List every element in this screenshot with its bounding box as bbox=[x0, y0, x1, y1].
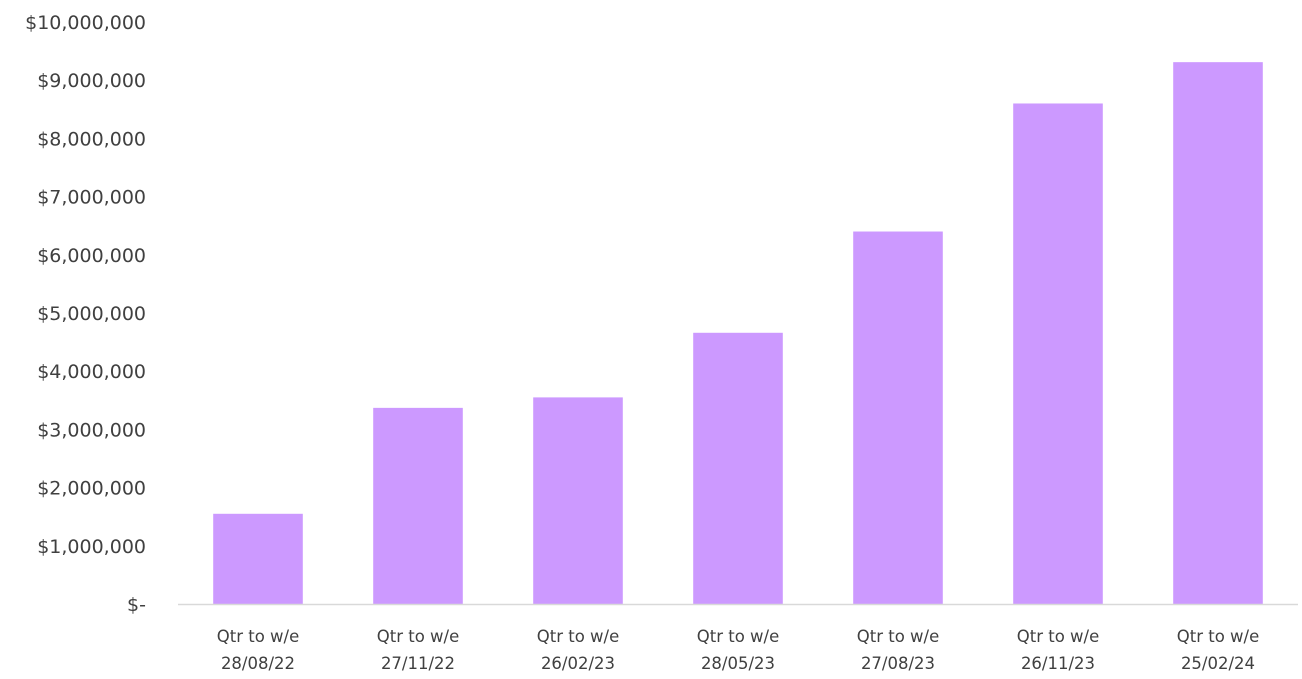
y-axis-labels: $- $1,000,000 $2,000,000 $3,000,000 $4,000,0… bbox=[25, 12, 146, 616]
x-tick-label-line: Qtr to w/e bbox=[377, 627, 460, 646]
x-tick-label-line: Qtr to w/e bbox=[217, 627, 300, 646]
y-tick-label: $5,000,000 bbox=[37, 303, 146, 325]
y-tick-label: $10,000,000 bbox=[25, 12, 146, 34]
x-tick-label: Qtr to w/e 27/11/22 bbox=[377, 627, 460, 673]
bar bbox=[1013, 103, 1103, 604]
x-tick-label-line: 26/02/23 bbox=[541, 654, 615, 673]
x-tick-label: Qtr to w/e 26/02/23 bbox=[537, 627, 620, 673]
x-tick-label-line: 28/08/22 bbox=[221, 654, 295, 673]
bar bbox=[533, 397, 623, 604]
x-tick-label-line: Qtr to w/e bbox=[1017, 627, 1100, 646]
y-tick-label: $6,000,000 bbox=[37, 245, 146, 267]
x-tick-label-line: 25/02/24 bbox=[1181, 654, 1255, 673]
y-tick-label: $9,000,000 bbox=[37, 70, 146, 92]
bar bbox=[693, 332, 783, 604]
bar bbox=[1173, 62, 1263, 604]
x-tick-label: Qtr to w/e 28/08/22 bbox=[217, 627, 300, 673]
x-tick-label-line: 26/11/23 bbox=[1021, 654, 1095, 673]
y-tick-label: $7,000,000 bbox=[37, 187, 146, 209]
x-tick-label: Qtr to w/e 27/08/23 bbox=[857, 627, 940, 673]
x-tick-label: Qtr to w/e 25/02/24 bbox=[1177, 627, 1260, 673]
x-tick-label: Qtr to w/e 26/11/23 bbox=[1017, 627, 1100, 673]
x-tick-label-line: Qtr to w/e bbox=[697, 627, 780, 646]
bar bbox=[213, 513, 303, 604]
x-tick-label-line: 27/08/23 bbox=[861, 654, 935, 673]
x-tick-label-line: Qtr to w/e bbox=[857, 627, 940, 646]
y-tick-label: $8,000,000 bbox=[37, 128, 146, 150]
bars bbox=[213, 62, 1263, 604]
bar bbox=[853, 231, 943, 604]
bar bbox=[373, 407, 463, 604]
y-tick-label: $- bbox=[127, 594, 146, 616]
y-tick-label: $3,000,000 bbox=[37, 419, 146, 441]
x-tick-label-line: Qtr to w/e bbox=[537, 627, 620, 646]
x-tick-label-line: Qtr to w/e bbox=[1177, 627, 1260, 646]
x-tick-label: Qtr to w/e 28/05/23 bbox=[697, 627, 780, 673]
y-tick-label: $1,000,000 bbox=[37, 536, 146, 558]
x-tick-label-line: 28/05/23 bbox=[701, 654, 775, 673]
y-tick-label: $4,000,000 bbox=[37, 361, 146, 383]
y-tick-label: $2,000,000 bbox=[37, 478, 146, 500]
x-tick-label-line: 27/11/22 bbox=[381, 654, 455, 673]
